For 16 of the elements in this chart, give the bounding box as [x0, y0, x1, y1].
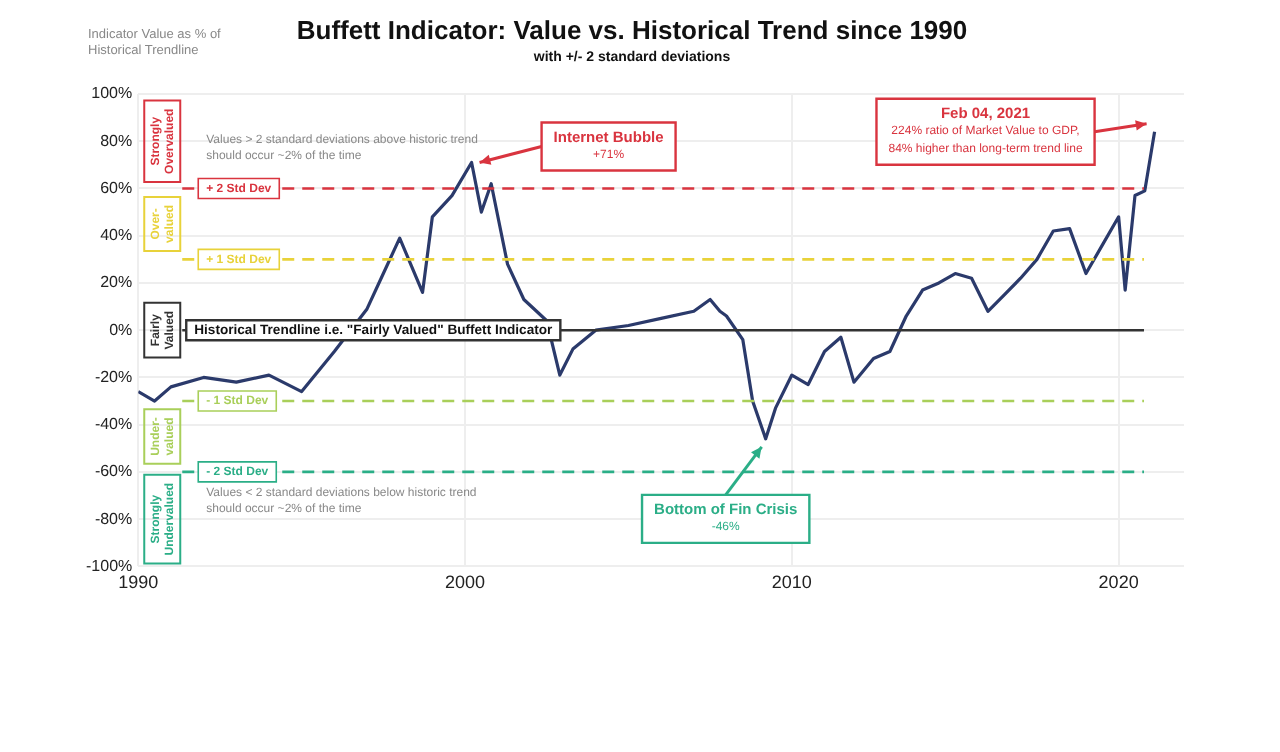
y-tick-label: -60%	[94, 462, 133, 481]
y-tick-label: 100%	[91, 84, 133, 103]
y-tick-label: -100%	[86, 556, 133, 575]
x-tick-label: 1990	[118, 572, 159, 593]
y-tick-label: -80%	[94, 509, 133, 528]
y-tick-label: 80%	[100, 131, 133, 150]
y-tick-label: 40%	[100, 226, 133, 245]
y-tick-label: -20%	[94, 367, 133, 386]
x-tick-label: 2000	[445, 572, 486, 593]
y-tick-label: -40%	[94, 415, 133, 434]
x-tick-label: 2020	[1098, 572, 1139, 593]
chart-title: Buffett Indicator: Value vs. Historical Trend since 1990	[296, 14, 968, 45]
y-tick-label: 60%	[100, 178, 133, 197]
y-tick-label: 0%	[109, 320, 133, 339]
y-tick-label: 20%	[100, 273, 133, 292]
x-tick-label: 2010	[771, 572, 812, 593]
